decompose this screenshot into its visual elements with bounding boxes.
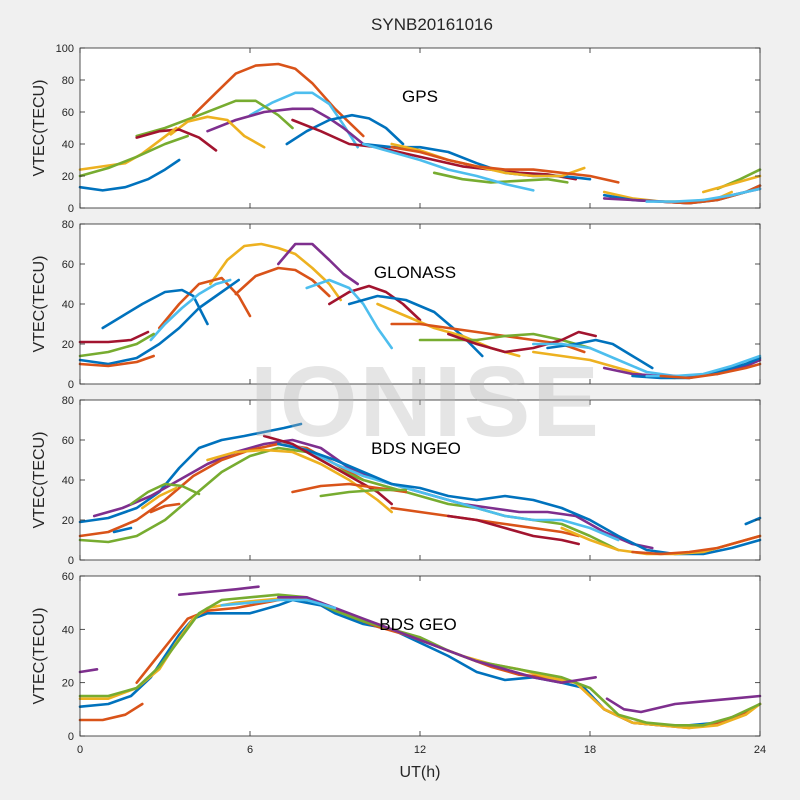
series-line-18 xyxy=(531,342,677,378)
panel-title: BDS GEO xyxy=(379,615,456,634)
y-tick-label: 20 xyxy=(62,171,74,183)
y-tick-label: 60 xyxy=(62,435,74,447)
series-line-9 xyxy=(78,354,155,368)
series-line-23 xyxy=(659,362,762,380)
y-tick-label: 40 xyxy=(62,475,74,487)
series-line-4 xyxy=(169,115,266,149)
series-line-1 xyxy=(78,702,144,722)
y-tick-label: 40 xyxy=(62,139,74,151)
series-line-21 xyxy=(701,174,762,194)
y-tick-label: 100 xyxy=(56,43,74,55)
y-tick-label: 20 xyxy=(62,515,74,527)
y-tick-label: 40 xyxy=(62,624,74,636)
y-tick-label: 0 xyxy=(68,379,74,391)
series-line-18 xyxy=(744,516,762,526)
series-line-7 xyxy=(78,330,150,344)
series-line-7 xyxy=(262,434,394,506)
series-line-5 xyxy=(149,278,232,342)
plot-area xyxy=(80,576,760,736)
series-line-6 xyxy=(78,332,155,358)
panel-2: 0 20 40 60 80 BDS NGEO VTEC(TECU) xyxy=(31,395,762,567)
series-line-22 xyxy=(645,187,762,203)
plot-area xyxy=(80,400,760,560)
series-line-8 xyxy=(605,694,762,714)
series-line-14 xyxy=(361,142,535,192)
y-tick-label: 80 xyxy=(62,219,74,231)
figure-title: SYNB20161016 xyxy=(371,15,493,34)
panel-title: BDS NGEO xyxy=(371,439,461,458)
series-line-10 xyxy=(390,506,581,538)
y-axis-label: VTEC(TECU) xyxy=(31,608,48,705)
y-tick-label: 0 xyxy=(68,555,74,567)
y-axis-label: VTEC(TECU) xyxy=(31,256,48,353)
y-tick-label: 0 xyxy=(68,203,74,215)
series-line-1 xyxy=(248,91,360,149)
series-line-3 xyxy=(158,276,252,330)
x-tick-label: 24 xyxy=(754,744,766,756)
series-line-17 xyxy=(631,534,762,556)
y-tick-label: 80 xyxy=(62,75,74,87)
plot-area xyxy=(80,48,760,208)
series-line-14 xyxy=(149,502,181,514)
series-line-9 xyxy=(220,598,337,610)
y-tick-label: 60 xyxy=(62,107,74,119)
series-line-0 xyxy=(78,422,303,524)
series-line-12 xyxy=(129,482,201,506)
x-tick-label: 0 xyxy=(77,744,83,756)
series-line-13 xyxy=(141,486,178,510)
series-line-1 xyxy=(276,242,360,286)
series-line-10 xyxy=(327,284,422,322)
series-line-7 xyxy=(78,158,181,192)
series-line-0 xyxy=(192,62,365,138)
series-line-15 xyxy=(112,526,133,534)
series-line-10 xyxy=(291,118,578,181)
series-line-2 xyxy=(135,99,294,138)
x-tick-label: 12 xyxy=(414,744,426,756)
series-line-4 xyxy=(206,448,394,514)
series-line-16 xyxy=(446,330,598,354)
panel-3: 0 20 40 60 0 6 12 18 24 BDS GEO VTEC(TECU) UT(h) xyxy=(31,571,766,781)
series-line-2 xyxy=(234,266,331,298)
y-tick-label: 0 xyxy=(68,731,74,743)
series-line-15 xyxy=(390,145,620,184)
series-line-6 xyxy=(135,128,218,152)
series-line-11 xyxy=(446,514,581,546)
series-line-5 xyxy=(285,113,405,146)
y-tick-label: 20 xyxy=(62,678,74,690)
y-axis-label: VTEC(TECU) xyxy=(31,432,48,529)
panel-title: GPS xyxy=(402,87,438,106)
series-line-8 xyxy=(78,278,240,366)
x-axis-label: UT(h) xyxy=(400,764,441,781)
series-line-11 xyxy=(305,278,394,350)
plot-area xyxy=(80,224,760,384)
panel-1: 0 20 40 60 80 GLONASS VTEC(TECU) xyxy=(31,219,762,391)
y-tick-label: 60 xyxy=(62,571,74,583)
y-tick-label: 40 xyxy=(62,299,74,311)
series-line-4 xyxy=(101,288,209,330)
series-line-0 xyxy=(209,242,343,302)
series-line-9 xyxy=(319,488,408,498)
panel-0: 0 20 40 60 80 100 GPS VTEC(TECU) xyxy=(31,43,762,215)
series-line-5 xyxy=(78,667,99,674)
series-line-6 xyxy=(177,585,260,597)
panel-title: GLONASS xyxy=(374,263,456,282)
series-line-9 xyxy=(78,134,189,178)
y-tick-label: 20 xyxy=(62,339,74,351)
series-line-3 xyxy=(206,107,365,146)
y-tick-label: 80 xyxy=(62,395,74,407)
y-tick-label: 60 xyxy=(62,259,74,271)
series-line-5 xyxy=(276,438,620,542)
series-line-13 xyxy=(432,171,569,184)
y-axis-label: VTEC(TECU) xyxy=(31,80,48,177)
x-tick-label: 18 xyxy=(584,744,596,756)
x-tick-label: 6 xyxy=(247,744,253,756)
